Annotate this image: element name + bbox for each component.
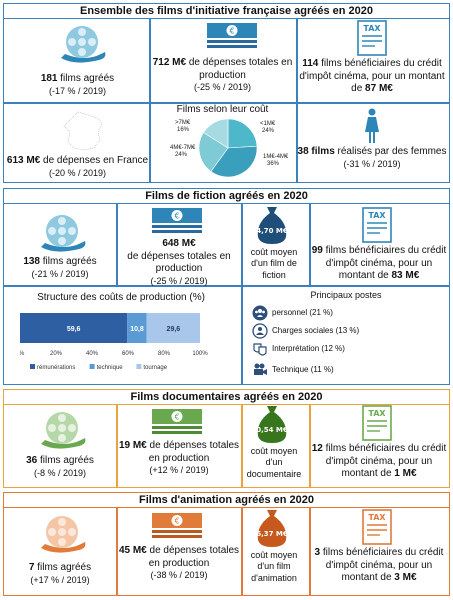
- legend-swatch: [30, 364, 35, 369]
- bar-value-label: 59,6: [67, 326, 81, 333]
- film-reel-icon: [61, 26, 106, 63]
- pie-label-lt1: <1M€: [260, 121, 276, 127]
- x-tick-label: 80%: [158, 351, 171, 357]
- films-agrees-fiction: 138 films agréés (-21 % / 2019): [23, 256, 97, 279]
- section-title: Films d'animation agréés en 2020: [4, 493, 449, 508]
- camera-icon: [252, 362, 268, 378]
- x-tick-label: 40%: [86, 351, 99, 357]
- woman-icon: [365, 108, 379, 143]
- structure-title: Structure des coûts de production (%): [37, 292, 205, 303]
- tax-document-icon: TAX: [362, 405, 392, 441]
- bar-segment-technique: [127, 313, 147, 343]
- depenses-documentaires: 19 M€ de dépenses totales en production …: [118, 440, 240, 475]
- pie-value-lt1: 24%: [262, 128, 275, 134]
- svg-text:TAX: TAX: [368, 513, 386, 522]
- x-tick-label: 60%: [122, 351, 135, 357]
- people-icon: [252, 305, 268, 321]
- money-bag-icon: 4,70 M€: [256, 207, 288, 244]
- svg-text:€: €: [174, 517, 179, 526]
- pie-label-1-4: 1M€-4M€ 36%: [263, 154, 289, 167]
- depenses-total: 712 M€ de dépenses totales en production…: [152, 57, 293, 92]
- svg-text:€: €: [174, 212, 179, 221]
- legend-swatch: [89, 364, 95, 369]
- section-title: Films de fiction agréés en 2020: [4, 189, 449, 204]
- cout-moyen-animation: coût moyen d'un film d'animation: [250, 550, 298, 583]
- section-title: Films documentaires agréés en 2020: [4, 390, 449, 405]
- film-reel-icon: [41, 516, 86, 553]
- credit-impot-fiction: 99 films bénéficiaires du crédit d'impôt…: [311, 245, 447, 281]
- money-stack-icon: €: [152, 208, 202, 233]
- poste-label: Interprétation (12 %): [272, 344, 345, 353]
- theater-masks-icon: [252, 341, 268, 357]
- svg-text:€: €: [229, 27, 234, 36]
- section-documentaires: Films documentaires agréés en 2020: [3, 389, 450, 488]
- svg-text:TAX: TAX: [368, 211, 386, 220]
- money-stack-icon: €: [152, 513, 202, 538]
- tax-document-icon: TAX: [362, 207, 392, 243]
- pie-value-gt7: 16%: [177, 127, 190, 133]
- section-fiction: Films de fiction agréés en 2020: [3, 188, 450, 385]
- pie-label-gt7: >7M€: [175, 120, 191, 126]
- legend-label: rémunérations: [37, 365, 75, 371]
- svg-text:0,54 M€: 0,54 M€: [256, 426, 288, 434]
- film-reel-icon: [41, 412, 86, 449]
- x-tick-label: 20%: [50, 351, 63, 357]
- section-ensemble: Ensemble des films d'initiative français…: [3, 3, 450, 183]
- bar-value-label: 10,8: [130, 326, 144, 333]
- pie-slice-3: [203, 118, 229, 149]
- pie-slice-0: [227, 118, 258, 149]
- cost-pie-chart: [198, 118, 258, 178]
- tax-document-icon: TAX: [362, 509, 392, 545]
- credit-impot-animation: 3 films bénéficiaires du crédit d'impôt …: [314, 547, 444, 583]
- credit-impot-documentaires: 12 films bénéficiaires du crédit d'impôt…: [311, 443, 447, 479]
- legend-label: technique: [97, 365, 124, 371]
- depenses-animation: 45 M€ de dépenses totales en production …: [118, 545, 240, 580]
- films-agrees-documentaires: 36 films agréés (-8 % / 2019): [26, 455, 94, 478]
- svg-text:6,37 M€: 6,37 M€: [256, 530, 288, 538]
- legend-label: tournage: [143, 365, 167, 371]
- films-agrees-animation: 7 films agréés (+17 % / 2019): [28, 562, 92, 585]
- section-animation: Films d'animation agréés en 2020: [3, 492, 450, 596]
- films-femmes: 38 films réalisés par des femmes (-31 % …: [297, 146, 447, 169]
- france-map-icon: [63, 111, 103, 151]
- poste-label: Charges sociales (13 %): [272, 326, 360, 335]
- film-reel-icon: [41, 215, 86, 252]
- pie-slice-2: [198, 132, 229, 172]
- poste-label: Technique (11 %): [272, 365, 334, 374]
- svg-text:TAX: TAX: [363, 24, 381, 33]
- pie-label-4-7: 4M€-7M€ 24%: [170, 145, 196, 158]
- svg-text:€: €: [174, 413, 179, 422]
- svg-text:4,70 M€: 4,70 M€: [256, 227, 288, 235]
- credit-impot-total: 114 films bénéficiaires du crédit d'impô…: [299, 58, 445, 94]
- pie-slice-1: [210, 145, 258, 178]
- bar-value-label: 29,6: [167, 326, 181, 333]
- bar-segment-tournage: [146, 313, 200, 343]
- films-agrees-total: 181 films agréés (-17 % / 2019): [40, 73, 115, 96]
- money-bag-icon: 0,54 M€: [256, 406, 288, 443]
- section-title: Ensemble des films d'initiative français…: [4, 4, 449, 19]
- money-stack-icon: €: [152, 409, 202, 434]
- money-bag-icon: 6,37 M€: [256, 510, 288, 547]
- tax-document-icon: TAX: [357, 20, 387, 56]
- money-stack-icon: €: [207, 23, 257, 48]
- svg-text:TAX: TAX: [368, 409, 386, 418]
- cout-moyen-fiction: coût moyen d'un film de fiction: [250, 247, 298, 280]
- x-tick-label: 0%: [20, 351, 25, 357]
- postes-title: Principaux postes: [310, 290, 382, 300]
- poste-label: personnel (21 %): [272, 308, 333, 317]
- legend-swatch: [136, 364, 142, 369]
- x-tick-label: 100%: [192, 351, 208, 357]
- cost-structure-bar-chart: 59,6 10,8 29,6 0% 20% 40% 60% 80% 100% rémunérati…: [20, 313, 208, 371]
- pie-title: Films selon leur coût: [176, 104, 269, 115]
- depenses-france: 613 M€ de dépenses en France (-20 % / 20…: [6, 155, 149, 178]
- cout-moyen-documentaire: coût moyen d'un documentaire: [246, 446, 302, 479]
- depenses-fiction: 648 M€ de dépenses totales en production…: [127, 238, 231, 286]
- bar-segment-rémunérations: [20, 313, 128, 343]
- social-charges-icon: [252, 323, 268, 339]
